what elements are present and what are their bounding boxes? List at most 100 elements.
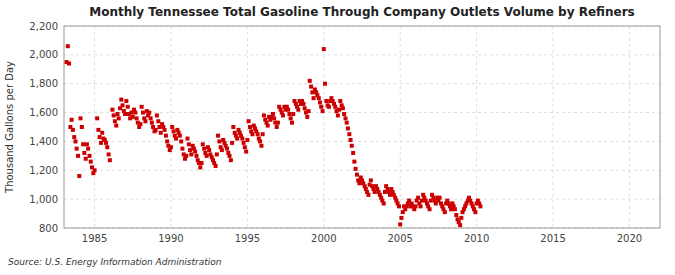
point (318, 100, 322, 104)
point (443, 210, 447, 214)
point (228, 154, 232, 158)
point (115, 112, 119, 116)
point (216, 134, 220, 138)
point (198, 165, 202, 169)
point (308, 79, 312, 83)
y-tick-label: 2,000 (29, 49, 58, 60)
point (185, 137, 189, 141)
point (82, 151, 86, 155)
point (245, 138, 249, 142)
point (242, 141, 246, 145)
plot-frame (64, 26, 660, 228)
point (194, 154, 198, 158)
point (230, 141, 234, 145)
point (281, 113, 285, 117)
point (66, 44, 70, 48)
point (100, 131, 104, 135)
point (200, 161, 204, 165)
point (419, 204, 423, 208)
point (235, 137, 239, 141)
chart: 8001,0001,2001,4001,6001,8002,0002,20019… (0, 0, 675, 275)
point (323, 82, 327, 86)
point (141, 111, 145, 115)
point (172, 129, 176, 133)
point (272, 116, 276, 120)
point (259, 144, 263, 148)
point (147, 111, 151, 115)
point (201, 142, 205, 146)
y-grid-line (64, 83, 660, 84)
y-tick-label: 1,600 (29, 107, 58, 118)
point (75, 147, 79, 151)
y-grid-line (64, 141, 660, 142)
point (312, 96, 316, 100)
point (207, 148, 211, 152)
y-tick-label: 1,800 (29, 78, 58, 89)
point (189, 152, 193, 156)
point (179, 139, 183, 143)
point (262, 113, 266, 117)
point (266, 124, 270, 128)
point (337, 108, 341, 112)
x-grid-line (94, 26, 95, 228)
point (369, 178, 373, 182)
point (93, 168, 97, 172)
point (275, 125, 279, 129)
y-axis-label: Thousand Gallons per Day (4, 61, 15, 194)
plot-background (64, 26, 660, 228)
point (351, 151, 355, 155)
point (327, 105, 331, 109)
point (397, 204, 401, 208)
point (220, 148, 224, 152)
grid (64, 26, 660, 228)
point (309, 85, 313, 89)
point (126, 105, 130, 109)
point (350, 144, 354, 148)
point (86, 147, 90, 151)
x-grid-line (323, 26, 324, 228)
point (214, 164, 218, 168)
point (135, 116, 139, 120)
point (105, 145, 109, 149)
point (99, 141, 103, 145)
point (459, 216, 463, 220)
y-tick-label: 1,400 (29, 136, 58, 147)
point (112, 113, 116, 117)
x-tick-label: 1990 (158, 233, 183, 244)
y-grid-line (64, 170, 660, 171)
point (124, 99, 128, 103)
point (290, 121, 294, 125)
point (143, 119, 147, 123)
point (322, 47, 326, 51)
point (355, 173, 359, 177)
point (349, 138, 353, 142)
point (67, 62, 71, 66)
point (117, 116, 121, 120)
point (336, 113, 340, 117)
y-tick-label: 2,200 (29, 21, 58, 32)
point (110, 108, 114, 112)
x-tick-label: 1995 (235, 233, 260, 244)
x-grid-line (247, 26, 248, 228)
point (276, 121, 280, 125)
point (478, 204, 482, 208)
point (338, 99, 342, 103)
point (108, 158, 112, 162)
point (416, 196, 420, 200)
x-grid-line (476, 26, 477, 228)
x-tick-label: 1985 (82, 233, 107, 244)
axes: 8001,0001,2001,4001,6001,8002,0002,20019… (29, 21, 642, 245)
point (305, 115, 309, 119)
point (345, 121, 349, 125)
point (438, 196, 442, 200)
x-tick-label: 2015 (540, 233, 565, 244)
point (225, 147, 229, 151)
point (289, 116, 293, 120)
point (133, 111, 137, 115)
point (149, 116, 153, 120)
x-grid-line (629, 26, 630, 228)
point (343, 116, 347, 120)
point (70, 118, 74, 122)
x-grid-line (553, 26, 554, 228)
source-note: Source: U.S. Energy Information Administ… (8, 257, 222, 267)
